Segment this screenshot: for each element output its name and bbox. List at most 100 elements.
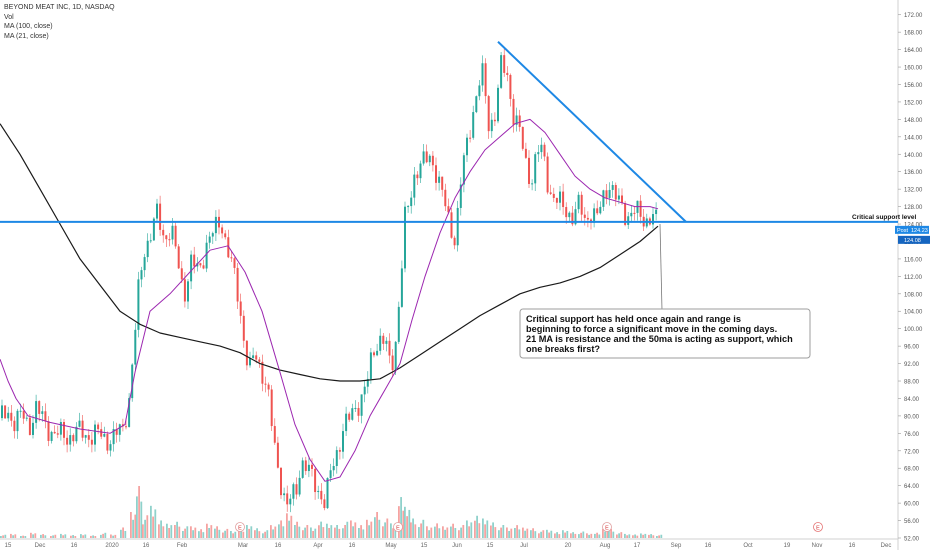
x-tick-label: 19 <box>784 543 791 549</box>
volume-bar <box>454 527 457 538</box>
candle-body <box>25 417 28 419</box>
volume-bar <box>92 535 94 538</box>
candle-body <box>115 429 118 435</box>
volume-bar <box>328 527 330 538</box>
volume-bar <box>658 535 660 538</box>
volume-bar <box>414 524 417 538</box>
volume-bar <box>152 516 154 538</box>
volume-bar <box>206 523 208 538</box>
candle-body <box>413 174 416 198</box>
candle-body <box>75 426 78 442</box>
volume-bar <box>378 519 381 538</box>
volume-bar <box>298 526 301 538</box>
volume-bar <box>624 533 626 538</box>
x-tick-label: Mar <box>238 543 248 549</box>
candle-body <box>183 279 186 302</box>
candle-body <box>329 470 332 479</box>
candle-body <box>397 306 400 342</box>
volume-bar <box>338 528 341 538</box>
volume-bar <box>64 534 67 538</box>
candle-body <box>447 206 450 213</box>
volume-bar <box>272 529 274 538</box>
volume-bar <box>74 536 77 538</box>
volume-bar <box>84 534 87 538</box>
volume-bar <box>168 527 170 538</box>
volume-bar <box>476 515 478 538</box>
candle-body <box>484 63 487 97</box>
candle-body <box>475 96 478 113</box>
y-tick-label: 80.00 <box>904 414 920 420</box>
volume-bar <box>52 535 54 538</box>
volume-bar <box>434 526 436 538</box>
candle-body <box>1 405 3 419</box>
volume-bar <box>166 523 168 538</box>
volume-bar <box>444 529 446 538</box>
candle-body <box>351 408 354 420</box>
volume-bar <box>60 533 62 538</box>
volume-bar <box>628 534 631 538</box>
candle-body <box>224 233 227 238</box>
legend-symbol: BEYOND MEAT INC, 1D, NASDAQ <box>4 4 115 11</box>
candle-body <box>562 191 565 208</box>
candle-body <box>537 152 540 155</box>
candle-body <box>481 63 484 86</box>
price-tag-label: Post <box>897 228 908 234</box>
volume-bar <box>270 525 272 538</box>
candle-body <box>512 98 515 125</box>
candle-body <box>28 417 31 435</box>
candle-body <box>314 468 317 493</box>
candle-body <box>242 315 245 341</box>
candle-body <box>540 144 543 153</box>
y-tick-label: 132.00 <box>904 188 923 194</box>
candle-body <box>264 383 267 385</box>
candle-body <box>304 460 307 472</box>
candle-body <box>456 207 459 246</box>
callout-connector <box>659 224 663 311</box>
candle-body <box>357 407 360 416</box>
candle-body <box>174 225 177 247</box>
volume-bar <box>264 531 266 538</box>
candle-body <box>577 194 580 210</box>
candle-body <box>555 197 558 203</box>
candle-body <box>627 216 630 225</box>
x-tick-label: Oct <box>743 543 753 549</box>
x-tick-label: 16 <box>143 543 150 549</box>
volume-bar <box>218 529 221 538</box>
candle-body <box>165 235 168 240</box>
candle-body <box>450 212 453 238</box>
y-tick-label: 52.00 <box>904 537 920 543</box>
volume-bar <box>618 533 620 538</box>
earnings-marker-label: E <box>605 526 609 532</box>
volume-bar <box>62 535 64 538</box>
volume-bar <box>382 526 384 538</box>
candle-body <box>100 429 103 437</box>
candle-body <box>593 208 596 223</box>
candle-body <box>168 239 171 241</box>
volume-bar <box>586 533 588 538</box>
callout-line: one breaks first? <box>526 344 600 354</box>
candle-body <box>137 279 140 330</box>
volume-bar <box>288 520 290 538</box>
candle-body <box>360 394 363 416</box>
candle-body <box>633 212 636 214</box>
volume-bar <box>282 526 285 538</box>
volume-bar <box>250 526 253 538</box>
volume-bar <box>134 514 137 538</box>
volume-bar <box>50 536 52 538</box>
candle-body <box>518 115 521 127</box>
candle-body <box>596 208 599 214</box>
ma100-line <box>0 123 659 382</box>
volume-bar <box>360 525 362 538</box>
candle-body <box>221 227 224 234</box>
volume-bar <box>294 525 296 538</box>
volume-bar <box>176 521 178 538</box>
candle-body <box>493 119 496 122</box>
volume-bar <box>214 528 216 538</box>
volume-bar <box>336 525 338 538</box>
volume-bar <box>170 525 173 538</box>
candle-body <box>580 194 583 215</box>
candle-body <box>503 55 506 73</box>
volume-bar <box>32 534 34 538</box>
